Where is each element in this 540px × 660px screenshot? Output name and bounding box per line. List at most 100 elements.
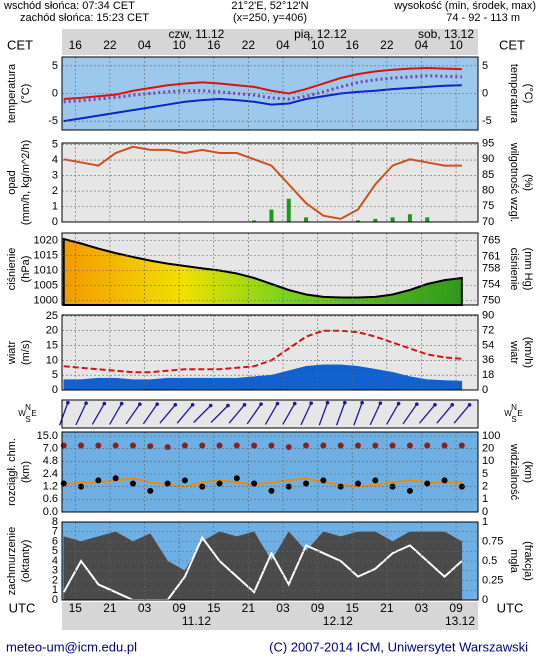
- utc-tick-label: 21: [103, 601, 117, 615]
- bar: [252, 220, 257, 222]
- dot: [406, 442, 413, 449]
- dot: [181, 442, 188, 449]
- elevation: 74 - 92 - 113 m: [446, 12, 520, 24]
- wind-arrow: [282, 403, 296, 425]
- dot: [78, 483, 85, 490]
- y-tick-label: 1000: [34, 294, 58, 306]
- dot: [372, 442, 379, 449]
- y2-axis-label: (%): [522, 174, 534, 191]
- top-zone: CET: [7, 37, 33, 52]
- dot: [112, 475, 119, 482]
- y2-tick-label: 75: [482, 200, 494, 212]
- y-tick-label: 15: [46, 339, 58, 351]
- wind-arrow: [402, 403, 418, 425]
- y2-tick-label: 765: [482, 235, 500, 247]
- y2-tick-label: 0: [482, 384, 488, 396]
- dot: [303, 480, 310, 487]
- wind-arrow-head: [325, 400, 330, 405]
- y-tick-label: 5: [52, 545, 58, 557]
- y-tick-label: 0: [52, 384, 58, 396]
- compass-label: N: [25, 403, 31, 412]
- y-tick-label: 20: [46, 325, 58, 337]
- utc-tick-label: 09: [311, 601, 325, 615]
- y2-tick-label: 750: [482, 295, 500, 307]
- y-tick-label: 7.0: [43, 443, 58, 455]
- line: [63, 84, 462, 123]
- wind-arrow-head: [226, 403, 230, 408]
- wind-arrow: [318, 402, 329, 426]
- bottom-strip: [62, 602, 478, 630]
- y2-tick-label: 100: [482, 430, 500, 442]
- dot: [233, 475, 240, 482]
- cet-tick-label: 22: [242, 38, 256, 52]
- y2-tick-label: 0: [482, 87, 488, 99]
- wind-arrow-head: [309, 401, 313, 405]
- utc-tick-label: 03: [276, 601, 290, 615]
- bottom-date: 13.12: [445, 614, 475, 628]
- compass-label: S: [511, 415, 516, 424]
- y2-axis-label: (°C): [522, 84, 534, 104]
- y-tick-label: 7: [52, 526, 58, 538]
- cet-tick-label: 10: [172, 38, 186, 52]
- y2-tick-label: 0.75: [482, 535, 503, 547]
- bar: [286, 198, 291, 222]
- wind-arrow-head: [66, 400, 70, 405]
- dot: [181, 477, 188, 484]
- wind-arrow: [353, 402, 363, 426]
- y-tick-label: 5: [52, 369, 58, 381]
- bottom-zone: UTC: [497, 600, 524, 615]
- compass-label: N: [511, 403, 517, 412]
- bottom-date: 12.12: [323, 614, 353, 628]
- y2-tick-label: 761: [482, 251, 500, 263]
- line: [62, 535, 463, 601]
- bar: [425, 217, 430, 222]
- y-axis-label: (°C): [20, 84, 32, 104]
- wind-arrow-head: [360, 400, 364, 405]
- dot: [285, 483, 292, 490]
- dot: [199, 442, 206, 449]
- wind-arrow-head: [378, 401, 383, 405]
- y-axis-label: opad: [6, 170, 18, 194]
- wind-arrow-head: [292, 401, 297, 406]
- y-axis-label: (oktanty): [20, 540, 32, 583]
- y2-tick-label: 1: [482, 493, 488, 505]
- email[interactable]: meteo-um@icm.edu.pl: [6, 639, 137, 654]
- y-tick-label: 2: [52, 574, 58, 586]
- y2-axis-label: (mm Hg): [522, 248, 534, 291]
- cet-tick-label: 16: [207, 38, 221, 52]
- wind-arrow-head: [190, 403, 195, 407]
- y-tick-label: 4: [52, 555, 58, 567]
- y-tick-label: 10: [46, 354, 58, 366]
- y-tick-label: 0.0: [43, 506, 58, 518]
- wind-arrow-head: [155, 402, 159, 406]
- compass-label: E: [31, 409, 36, 418]
- y2-axis-label: (km): [522, 461, 534, 483]
- wind-arrow: [386, 403, 400, 425]
- y2-axis-label: wiatr: [508, 340, 520, 365]
- dot: [458, 483, 465, 490]
- wind-arrow-head: [84, 401, 88, 405]
- top-strip: [62, 29, 478, 55]
- wind-arrow-head: [450, 403, 455, 407]
- y2-tick-label: 0.5: [482, 555, 497, 567]
- panel-frame: [61, 142, 479, 223]
- compass-label: E: [517, 409, 522, 418]
- bar: [304, 217, 309, 222]
- y2-tick-label: 36: [482, 354, 494, 366]
- y-axis-label: (km): [20, 461, 32, 483]
- cet-tick-label: 22: [103, 38, 117, 52]
- utc-tick-label: 15: [69, 601, 83, 615]
- wind-arrow: [419, 404, 436, 424]
- wind-arrow: [369, 402, 381, 426]
- utc-tick-label: 03: [415, 601, 429, 615]
- coords: 21°2'E, 52°12'N: [231, 0, 308, 12]
- dot: [320, 442, 327, 449]
- y-tick-label: 1020: [34, 234, 58, 246]
- y2-tick-label: 10: [482, 455, 494, 467]
- dot: [95, 442, 102, 449]
- grid-point: (x=250, y=406): [233, 12, 307, 24]
- y2-axis-label: (km/h): [522, 337, 534, 368]
- y2-tick-label: 85: [482, 169, 494, 181]
- y-axis-label: (hPa): [20, 256, 32, 283]
- y-tick-label: 3: [52, 565, 58, 577]
